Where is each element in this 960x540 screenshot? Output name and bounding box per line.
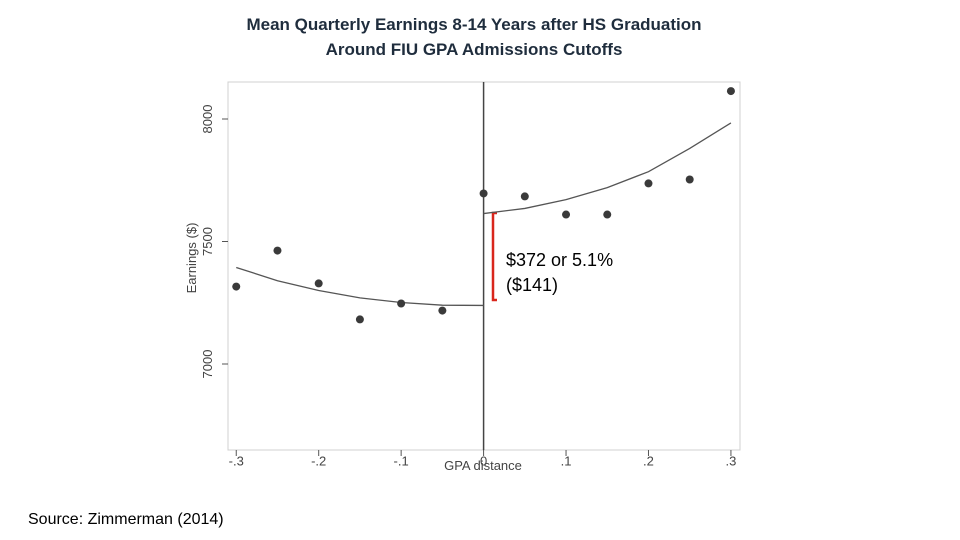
x-tick-label: .2 bbox=[643, 453, 654, 468]
y-tick-label: 7500 bbox=[200, 227, 215, 256]
data-point bbox=[232, 282, 241, 291]
data-point bbox=[355, 315, 364, 324]
data-point bbox=[479, 189, 488, 198]
data-point bbox=[562, 210, 571, 219]
x-tick-label: .1 bbox=[561, 453, 572, 468]
chart-subtitle: Around FIU GPA Admissions Cutoffs bbox=[326, 40, 623, 59]
x-tick-label: -.1 bbox=[394, 453, 409, 468]
gap-bracket bbox=[491, 211, 497, 302]
y-axis-label: Earnings ($) bbox=[184, 223, 199, 294]
data-point bbox=[603, 210, 612, 219]
fit-line bbox=[483, 122, 732, 215]
data-point bbox=[438, 306, 447, 315]
x-tick-label: -.2 bbox=[311, 453, 326, 468]
data-point bbox=[273, 246, 282, 255]
chart-title: Mean Quarterly Earnings 8-14 Years after… bbox=[246, 15, 701, 34]
x-tick-label: -.3 bbox=[229, 453, 244, 468]
annotation: ($141) bbox=[506, 275, 558, 295]
data-point bbox=[726, 87, 735, 96]
fit-line bbox=[236, 266, 484, 307]
y-tick-label: 8000 bbox=[200, 105, 215, 134]
data-point bbox=[644, 179, 653, 188]
data-point bbox=[397, 299, 406, 308]
source: Source: Zimmerman (2014) bbox=[28, 511, 224, 528]
annotation: $372 or 5.1% bbox=[506, 250, 613, 270]
y-tick-label: 7000 bbox=[200, 350, 215, 379]
data-point bbox=[520, 192, 529, 201]
data-point bbox=[685, 175, 694, 184]
data-point bbox=[314, 279, 323, 288]
x-tick-label: .3 bbox=[726, 453, 737, 468]
x-axis-label: GPA distance bbox=[444, 458, 522, 473]
x-tick-label: 0 bbox=[480, 453, 487, 468]
